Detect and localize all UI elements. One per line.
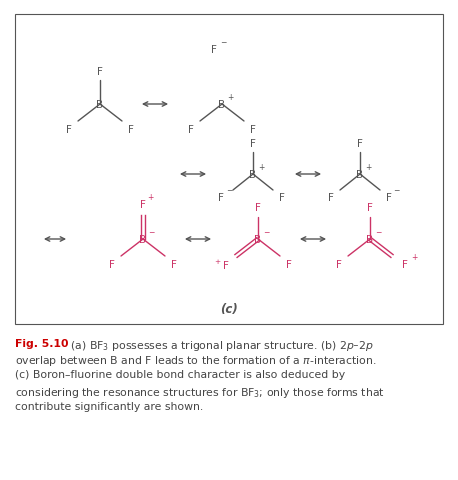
Text: (c) Boron–fluorine double bond character is also deduced by: (c) Boron–fluorine double bond character… [15, 370, 345, 380]
Text: B: B [218, 100, 225, 110]
Text: F: F [250, 125, 256, 135]
Text: −: − [226, 186, 232, 195]
Text: F: F [171, 260, 177, 269]
Text: overlap between B and F leads to the formation of a $\pi$-interaction.: overlap between B and F leads to the for… [15, 354, 376, 368]
Text: F: F [66, 125, 72, 135]
Text: F: F [357, 139, 363, 149]
Text: F: F [336, 260, 342, 269]
Text: (a) BF$_3$ possesses a trigonal planar structure. (b) 2$p$–2$p$: (a) BF$_3$ possesses a trigonal planar s… [67, 338, 374, 352]
Text: +: + [365, 163, 371, 172]
Text: contribute significantly are shown.: contribute significantly are shown. [15, 401, 203, 411]
Text: Fig. 5.10: Fig. 5.10 [15, 338, 69, 348]
Text: −: − [220, 38, 226, 48]
Text: F: F [218, 192, 224, 203]
Text: B: B [97, 100, 104, 110]
Text: −: − [263, 228, 269, 237]
Text: B: B [139, 235, 147, 244]
Text: +: + [147, 193, 153, 202]
Text: (c): (c) [220, 302, 238, 315]
Text: F: F [255, 203, 261, 213]
Text: −: − [393, 186, 399, 195]
Text: B: B [356, 169, 364, 180]
Text: F: F [97, 67, 103, 77]
Text: F: F [250, 139, 256, 149]
Text: F: F [109, 260, 115, 269]
Text: −: − [148, 228, 154, 237]
Text: F: F [128, 125, 134, 135]
Text: $^+$F: $^+$F [213, 258, 229, 271]
Text: +: + [258, 163, 264, 172]
Bar [15, 15, 443, 324]
Text: F: F [140, 200, 146, 210]
Text: F: F [188, 125, 194, 135]
Text: −: − [375, 228, 381, 237]
Text: B: B [366, 235, 374, 244]
Text: F: F [367, 203, 373, 213]
Text: F: F [386, 192, 392, 203]
Text: F: F [286, 260, 292, 269]
Text: F: F [402, 260, 408, 269]
Text: +: + [227, 93, 233, 102]
Text: B: B [250, 169, 256, 180]
Text: F: F [279, 192, 285, 203]
Text: B: B [255, 235, 262, 244]
Text: +: + [411, 252, 417, 261]
Text: considering the resonance structures for BF$_3$; only those forms that: considering the resonance structures for… [15, 385, 385, 399]
Text: F: F [328, 192, 334, 203]
Text: F: F [211, 45, 217, 55]
